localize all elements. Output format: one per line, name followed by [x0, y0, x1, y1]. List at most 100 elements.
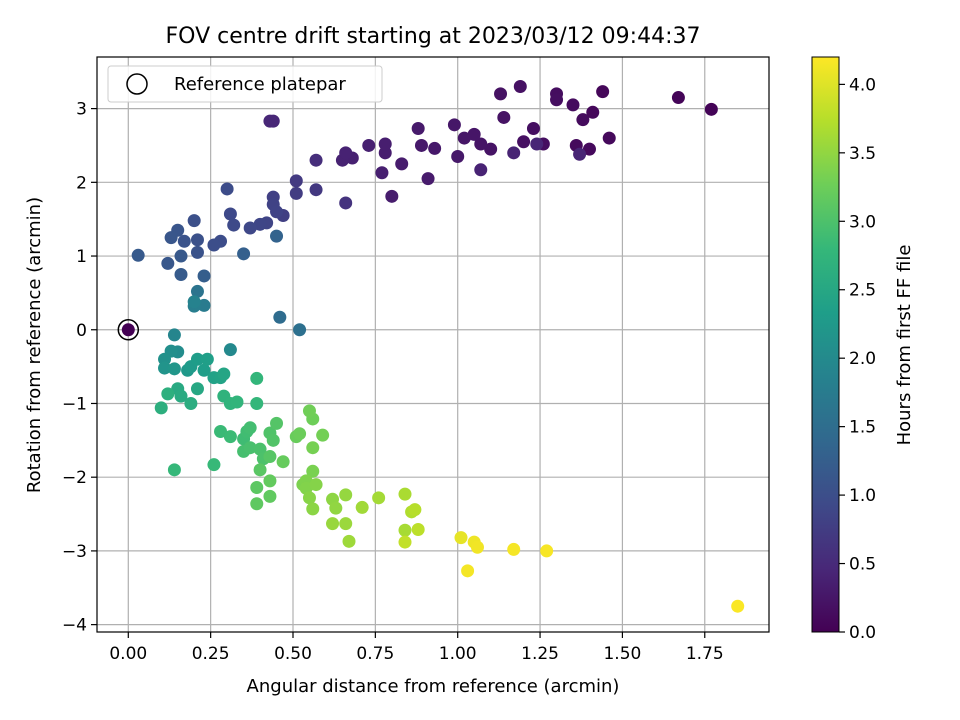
data-point — [326, 517, 340, 531]
data-point — [408, 503, 422, 517]
colorbar-tick-label: 1.0 — [849, 486, 876, 506]
data-point — [190, 352, 204, 366]
data-point — [342, 534, 356, 548]
colorbar-tick-label: 0.0 — [849, 623, 876, 643]
x-tick-label: 0.25 — [192, 644, 230, 664]
data-point — [263, 450, 277, 464]
data-point — [461, 564, 475, 578]
data-point — [302, 491, 316, 505]
data-point — [131, 248, 145, 262]
legend-marker-icon — [126, 73, 148, 95]
data-point — [470, 540, 484, 554]
data-point — [309, 183, 323, 197]
data-point — [731, 599, 745, 613]
legend: Reference platepar — [107, 65, 383, 103]
data-point — [223, 343, 237, 357]
data-point — [174, 249, 188, 263]
y-tick-label: 3 — [76, 100, 87, 120]
data-point — [250, 481, 264, 495]
data-point — [167, 362, 181, 376]
data-point — [177, 234, 191, 248]
data-point — [411, 523, 425, 537]
y-tick-label: 0 — [76, 321, 87, 341]
data-point — [602, 131, 616, 145]
data-point — [243, 221, 257, 235]
colorbar-label: Hours from first FF file — [894, 245, 915, 446]
data-point — [266, 114, 280, 128]
x-tick-label: 0.50 — [274, 644, 312, 664]
data-point — [339, 146, 353, 160]
x-tick-label: 1.25 — [521, 644, 559, 664]
data-point — [190, 245, 204, 259]
data-point — [398, 535, 412, 549]
data-point — [414, 138, 428, 152]
data-point — [197, 363, 211, 377]
data-point — [526, 122, 540, 136]
x-tick-label: 1.50 — [603, 644, 641, 664]
data-point — [214, 424, 228, 438]
y-tick-label: −1 — [62, 394, 87, 414]
y-tick-label: −2 — [62, 468, 87, 488]
data-point — [161, 256, 175, 270]
data-point — [237, 247, 251, 261]
data-point — [530, 137, 544, 151]
data-point — [362, 138, 376, 152]
grid-lines — [97, 57, 769, 632]
data-point — [355, 500, 369, 514]
y-tick-label: −4 — [62, 616, 87, 636]
data-point — [250, 396, 264, 410]
data-point — [566, 98, 580, 112]
data-point — [154, 401, 168, 415]
data-point — [467, 127, 481, 141]
data-point — [266, 433, 280, 447]
data-point — [263, 474, 277, 488]
data-point — [207, 458, 221, 472]
data-point — [586, 105, 600, 119]
data-point — [421, 172, 435, 186]
data-point — [200, 352, 214, 366]
data-point — [671, 91, 685, 105]
x-tick-label: 0.00 — [109, 644, 147, 664]
reference-point — [117, 319, 140, 341]
colorbar-ticks: 0.0 0.5 1.0 1.5 2.0 2.5 3.0 3.5 4.0 — [839, 75, 876, 643]
data-point — [207, 238, 221, 252]
data-point — [517, 135, 531, 149]
data-point — [230, 395, 244, 409]
data-point — [276, 455, 290, 469]
data-point — [398, 487, 412, 501]
data-point — [704, 102, 718, 116]
data-point — [220, 182, 234, 196]
data-point — [227, 218, 241, 232]
data-point — [454, 531, 468, 545]
data-point — [576, 113, 590, 127]
colorbar-tick-label: 3.0 — [849, 212, 876, 232]
data-point — [507, 542, 521, 556]
data-point — [270, 229, 284, 243]
data-point — [411, 122, 425, 136]
plot-frame — [96, 56, 770, 633]
data-point — [474, 137, 488, 151]
data-point — [302, 404, 316, 418]
data-point — [339, 488, 353, 502]
data-point — [550, 93, 564, 107]
data-point — [289, 174, 303, 188]
chart-title: FOV centre drift starting at 2023/03/12 … — [166, 24, 701, 49]
data-point — [121, 323, 135, 337]
data-point — [250, 371, 264, 385]
data-point — [158, 361, 172, 375]
data-point — [167, 463, 181, 477]
data-point — [187, 295, 201, 309]
data-point — [243, 441, 257, 455]
data-point — [474, 163, 488, 177]
data-point — [385, 189, 399, 203]
data-point — [306, 502, 320, 516]
colorbar-tick-label: 2.5 — [849, 281, 876, 301]
data-point — [378, 137, 392, 151]
data-point — [187, 214, 201, 228]
colorbar-tick-label: 3.5 — [849, 144, 876, 164]
data-point — [161, 387, 175, 401]
data-point — [494, 87, 508, 101]
data-point — [309, 153, 323, 167]
data-point — [339, 196, 353, 210]
data-point — [223, 207, 237, 221]
